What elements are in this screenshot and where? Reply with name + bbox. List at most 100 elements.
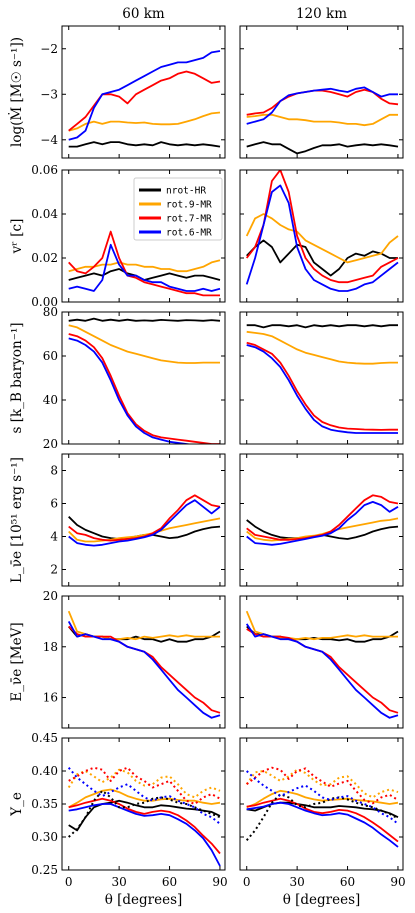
plot-frame — [239, 453, 404, 587]
y-tick-label: 16 — [43, 691, 58, 705]
y-tick-label: 60 — [43, 349, 58, 363]
legend-label: rot.7-MR — [166, 214, 212, 225]
series-line — [68, 317, 221, 322]
y-tick-label: 80 — [43, 305, 58, 319]
series-line — [68, 141, 221, 148]
y-axis-label: vʳ [c] — [9, 219, 25, 255]
series-line — [246, 341, 398, 431]
plot-frame — [239, 595, 404, 729]
x-tick-label: 90 — [212, 875, 227, 889]
series-line — [245, 184, 399, 292]
plot-frame — [239, 311, 404, 445]
y-tick-label: 20 — [43, 437, 58, 451]
y-tick-label: 40 — [43, 393, 58, 407]
series-line — [246, 766, 399, 805]
y-tick-label: 0.06 — [31, 163, 58, 177]
panel: 16 18 20 — [43, 589, 226, 729]
series-line — [67, 620, 221, 719]
series-line — [68, 625, 221, 643]
plot-frame — [61, 595, 226, 729]
y-tick-label: −3 — [40, 87, 58, 101]
series-line — [68, 324, 220, 364]
panel: 2 4 6 8 — [50, 453, 226, 587]
panel — [239, 169, 404, 303]
series-line — [245, 768, 399, 799]
plot-frame — [61, 311, 226, 445]
series-line — [68, 803, 221, 867]
x-tick-label: 60 — [340, 875, 355, 889]
legend-box — [133, 177, 223, 241]
series-line — [68, 517, 221, 543]
y-tick-label: 0.30 — [31, 830, 58, 844]
x-axis-label: θ [degrees] — [105, 892, 183, 908]
y-tick-label: 0.35 — [31, 797, 58, 811]
plot-frame — [61, 25, 226, 159]
series-line — [245, 623, 399, 719]
plot-frame — [61, 453, 226, 587]
y-axis-label: L_ν̄e [10⁵¹ erg s⁻¹] — [9, 457, 25, 583]
series-line — [246, 141, 399, 155]
x-tick-label: 0 — [65, 875, 73, 889]
panel: 0.00 0.02 0.04 0.06 nrot-HR rot.9-MR rot.7-MR r… — [31, 163, 226, 309]
y-tick-label: 0.45 — [31, 731, 58, 745]
series-line — [246, 789, 399, 809]
y-tick-label: −4 — [40, 133, 58, 147]
series-line — [246, 239, 398, 277]
series-line — [246, 330, 398, 365]
x-tick-label: 30 — [111, 875, 126, 889]
panel: −4 −3 −2 — [40, 25, 226, 159]
y-tick-label: 0.00 — [31, 295, 58, 309]
y-tick-label: 2 — [50, 563, 58, 577]
y-tick-label: 0.04 — [31, 207, 58, 221]
panel — [239, 25, 404, 159]
plot-frame — [239, 25, 404, 159]
panel — [239, 311, 404, 445]
series-line — [68, 499, 221, 547]
y-tick-label: 0.25 — [31, 863, 58, 877]
series-line — [68, 230, 220, 297]
series-line — [246, 113, 398, 127]
column-title: 120 km — [296, 6, 347, 22]
panel — [239, 453, 404, 587]
plot-frame — [239, 737, 404, 871]
column-title: 60 km — [122, 6, 165, 22]
legend-label: rot.9-MR — [166, 200, 212, 211]
y-axis-label: E_ν̄e [MeV] — [9, 622, 25, 701]
x-tick-label: 0 — [243, 875, 251, 889]
series-line — [68, 799, 221, 832]
series-line — [68, 111, 221, 132]
y-tick-label: 8 — [50, 464, 58, 478]
series-line — [246, 500, 399, 546]
series-line — [68, 243, 221, 292]
panel: 0 30 60 90 — [239, 737, 406, 889]
series-line — [246, 344, 398, 434]
series-line — [68, 50, 221, 141]
y-axis-label: log(Ṁ [M☉ s⁻¹]) — [8, 37, 25, 147]
series-line — [68, 70, 221, 132]
y-tick-label: 0.02 — [31, 251, 58, 265]
y-axis-label: s [k_B baryon⁻¹] — [9, 322, 25, 433]
legend-label: nrot-HR — [166, 186, 206, 197]
series-line — [68, 268, 221, 281]
y-tick-label: 6 — [50, 497, 58, 511]
series-line — [246, 628, 399, 714]
series-line — [245, 213, 399, 264]
y-tick-label: 4 — [50, 530, 58, 544]
y-tick-label: 20 — [43, 589, 58, 603]
series-line — [68, 788, 221, 809]
y-axis-label: Y_e — [9, 792, 25, 817]
x-tick-label: 90 — [390, 875, 405, 889]
series-line — [245, 793, 399, 841]
series-line — [246, 797, 399, 843]
plot-frame — [239, 169, 404, 303]
series-line — [68, 797, 221, 855]
y-tick-label: 0.40 — [31, 764, 58, 778]
y-tick-label: 18 — [43, 640, 58, 654]
series-line — [68, 789, 221, 838]
panel: 20 40 60 80 — [43, 305, 226, 451]
series-line — [246, 324, 398, 329]
series-line — [67, 768, 221, 799]
x-axis-label: θ [degrees] — [283, 892, 361, 908]
series-line — [246, 625, 399, 643]
